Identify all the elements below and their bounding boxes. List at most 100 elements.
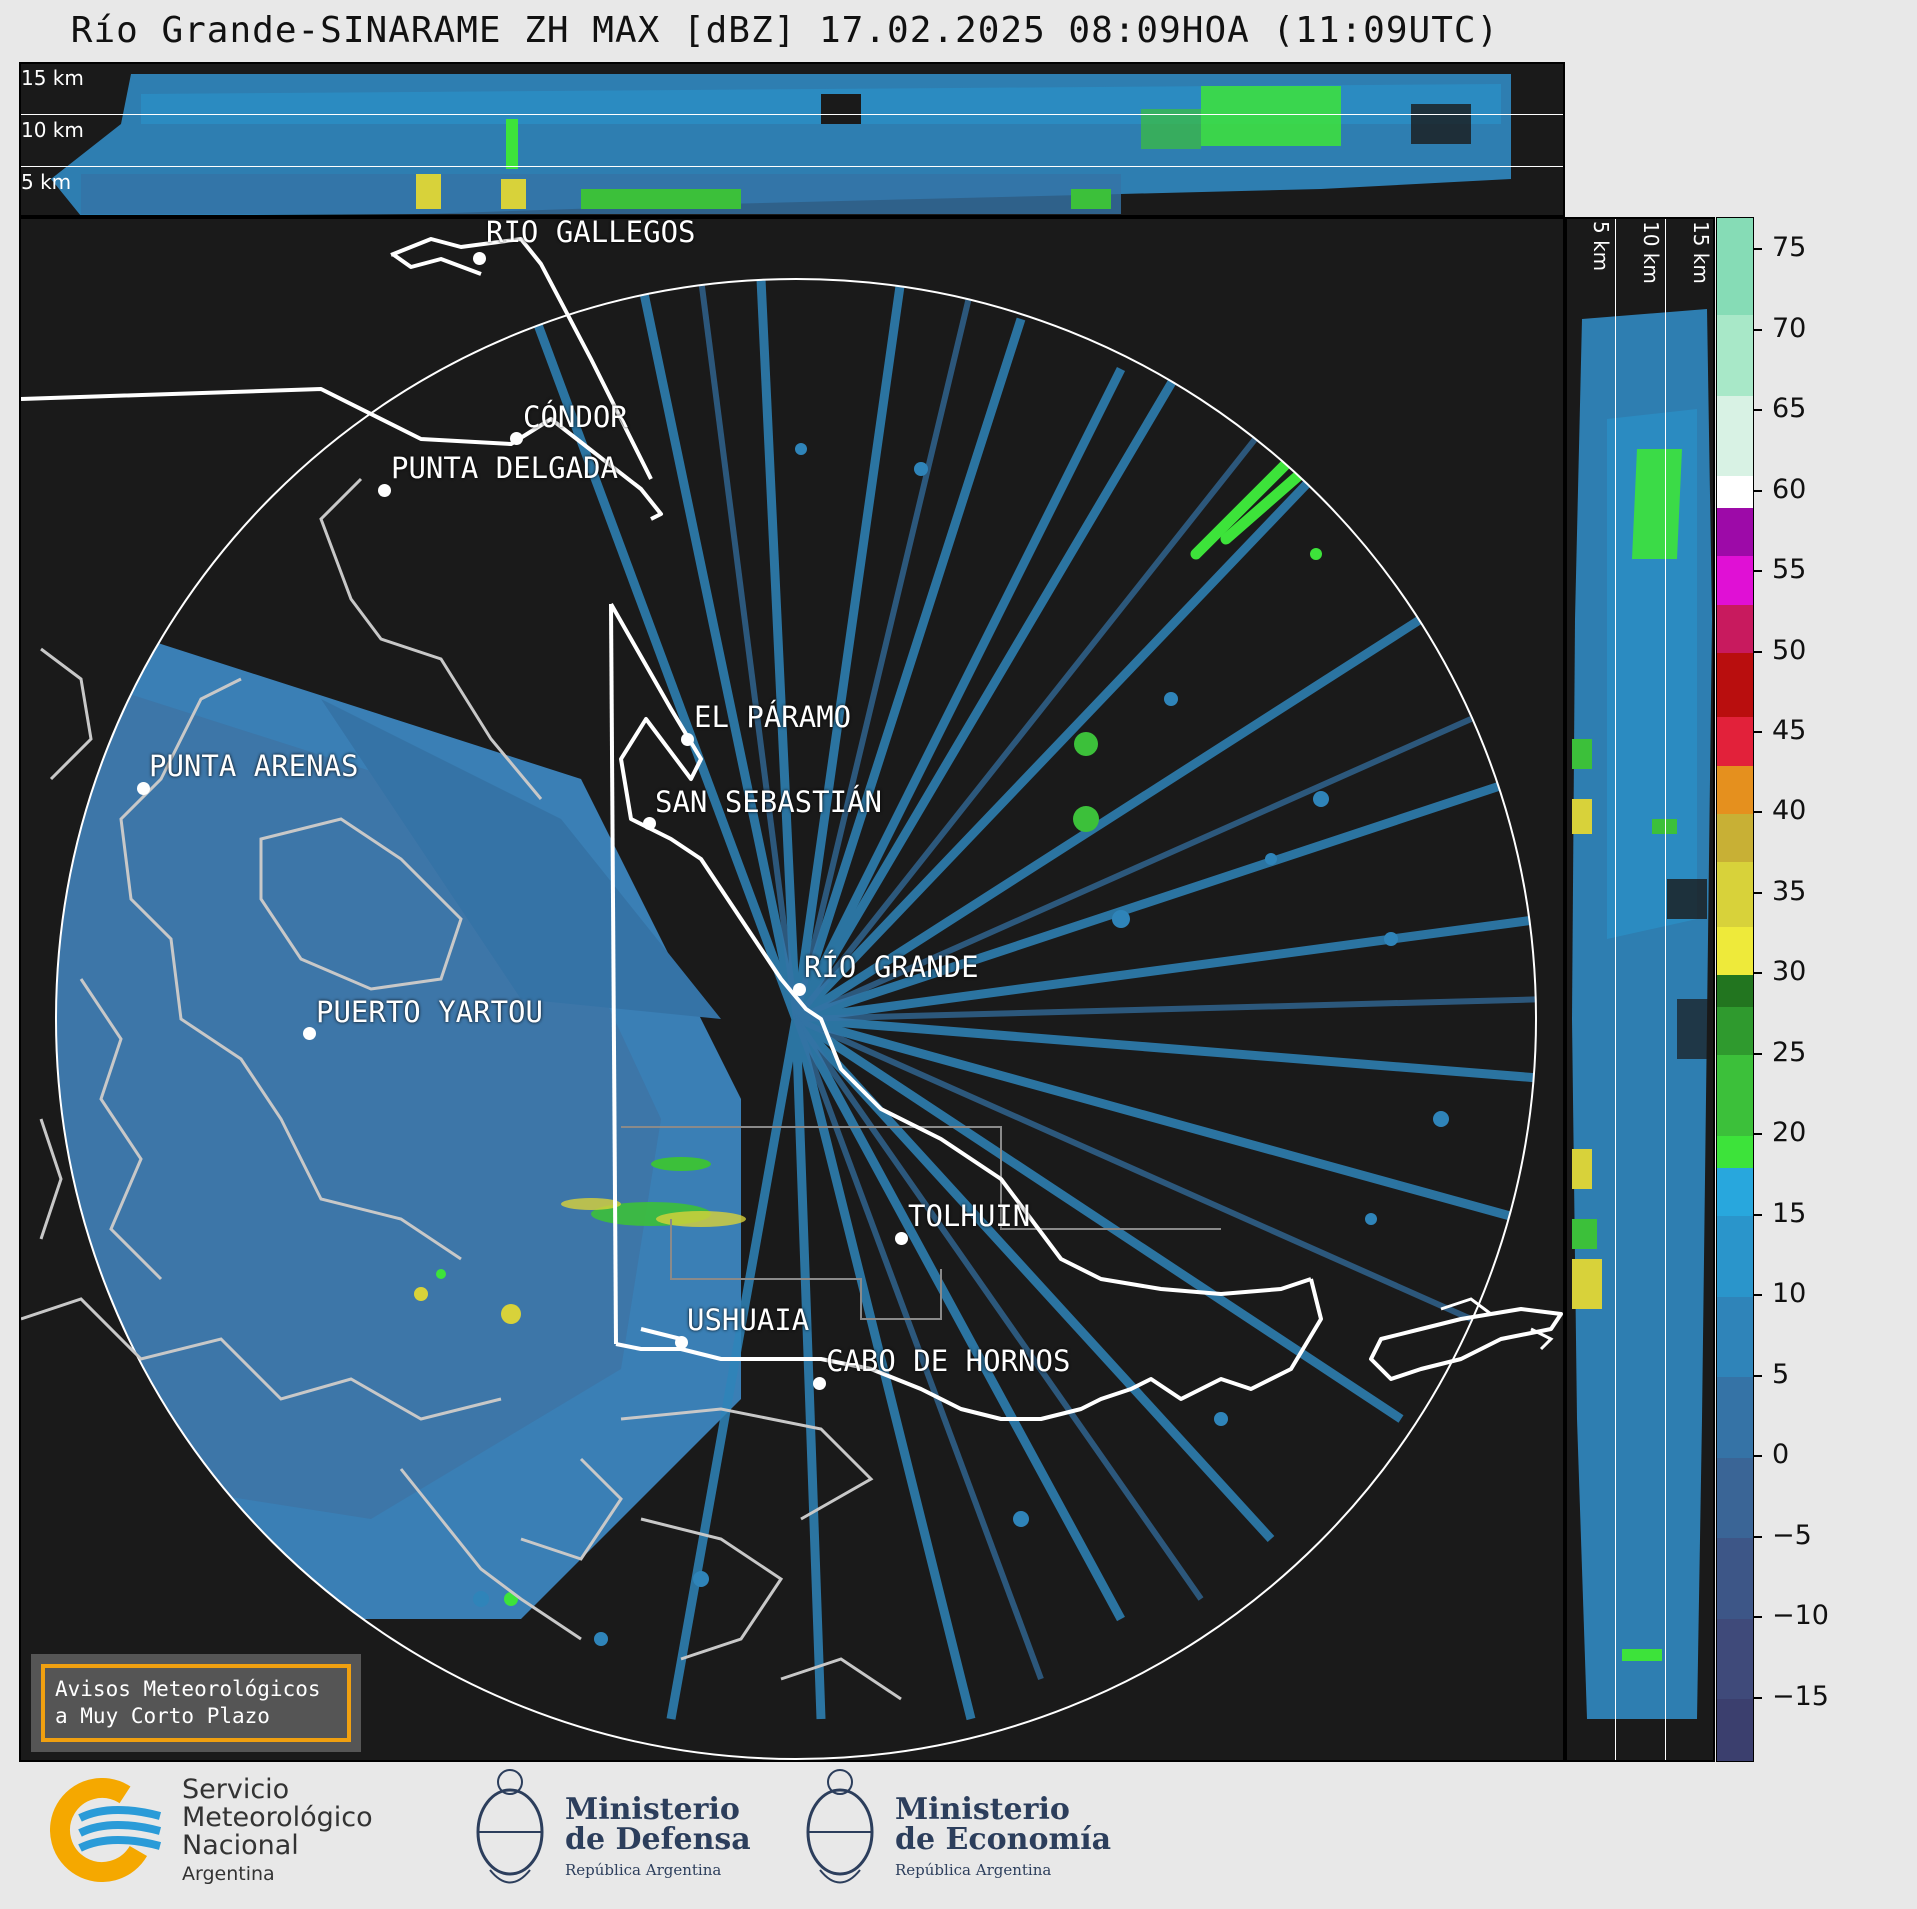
colorbar-tick (1754, 1455, 1762, 1458)
city-dot-condor (510, 432, 523, 445)
colorbar-segment (1717, 1698, 1753, 1761)
smn-line-4: Argentina (182, 1863, 275, 1885)
warning-line-1: Avisos Meteorológicos (55, 1677, 321, 1701)
city-label-rio-gallegos: RÍO GALLEGOS (486, 217, 696, 249)
defensa-line-3: República Argentina (565, 1861, 722, 1879)
colorbar-segment (1717, 1006, 1753, 1056)
colorbar-segment (1717, 1376, 1753, 1458)
colorbar-tick-label: 15 (1772, 1197, 1807, 1229)
defensa-line-1: Ministerio (565, 1792, 740, 1827)
city-label-ushuaia: USHUAIA (687, 1303, 810, 1337)
city-label-punta-delgada: PUNTA DELGADA (391, 451, 618, 485)
radar-image (21, 237, 1563, 1760)
colorbar-segment (1717, 926, 1753, 975)
colorbar-tick-label: 60 (1772, 473, 1807, 505)
page-title: Río Grande-SINARAME ZH MAX [dBZ] 17.02.2… (70, 10, 1500, 51)
defensa-line-2: de Defensa (565, 1822, 751, 1857)
colorbar-tick-label: 45 (1772, 715, 1807, 746)
colorbar-segment (1717, 1618, 1753, 1700)
top-xsec-label-10km: 10 km (21, 118, 84, 142)
colorbar-tick (1754, 489, 1762, 492)
top-xsec-label-5km: 5 km (21, 170, 72, 194)
city-dot-punta-delgada (378, 484, 391, 497)
colorbar (1716, 217, 1754, 1762)
city-dot-ushuaia (675, 1336, 688, 1349)
city-label-tolhuin: TOLHUIN (908, 1199, 1031, 1233)
colorbar-tick (1754, 409, 1762, 412)
colorbar-tick-label: 5 (1772, 1358, 1790, 1390)
colorbar-tick-label: 10 (1772, 1278, 1807, 1310)
colorbar-tick (1754, 1213, 1762, 1216)
colorbar-segment (1717, 652, 1753, 718)
city-dot-el-paramo (681, 733, 694, 746)
city-dot-san-sebastian (643, 817, 656, 830)
economia-line-2: de Economía (895, 1822, 1112, 1857)
smn-line-2: Meteorológico (182, 1802, 373, 1833)
city-dot-punta-arenas (137, 782, 150, 795)
smn-line-3: Nacional (182, 1830, 299, 1861)
city-label-punta-arenas: PUNTA ARENAS (149, 749, 359, 783)
colorbar-segment (1717, 1054, 1753, 1136)
colorbar-tick (1754, 972, 1762, 975)
city-label-puerto-yartou: PUERTO YARTOU (316, 995, 543, 1029)
colorbar-segment (1717, 555, 1753, 605)
colorbar-tick (1754, 1696, 1762, 1699)
colorbar-segment (1717, 1537, 1753, 1619)
right-xsec-label-15km: 15 km (1689, 221, 1713, 284)
right-xsec-label-5km: 5 km (1589, 221, 1613, 272)
colorbar-tick (1754, 891, 1762, 894)
top-xsec-echo (51, 74, 1511, 215)
colorbar-segment (1717, 395, 1753, 476)
colorbar-tick-label: 50 (1772, 634, 1807, 666)
economia-line-3: República Argentina (895, 1861, 1052, 1879)
colorbar-tick-label: 75 (1772, 232, 1807, 264)
colorbar-tick (1754, 1616, 1762, 1619)
top-cross-section: 15 km 10 km 5 km (19, 62, 1565, 217)
colorbar-tick (1754, 1052, 1762, 1055)
city-label-san-sebastian: SAN SEBASTIÁN (655, 785, 882, 819)
colorbar-tick (1754, 328, 1762, 331)
colorbar-tick-label: 40 (1772, 795, 1807, 827)
colorbar-tick (1754, 248, 1762, 251)
right-cross-section: 5 km 10 km 15 km (1565, 217, 1715, 1762)
city-dot-tolhuin (895, 1232, 908, 1245)
city-dot-rio-gallegos (473, 252, 486, 265)
smn-logo-icon (50, 1778, 162, 1882)
colorbar-segment (1717, 1296, 1753, 1378)
city-dot-puerto-yartou (303, 1027, 316, 1040)
colorbar-tick (1754, 1374, 1762, 1377)
city-label-rio-grande: RÍO GRANDE (804, 950, 979, 984)
radar-map[interactable]: RÍO GALLEGOS CÓNDOR PUNTA DELGADA PUNTA … (19, 217, 1565, 1762)
colorbar-tick (1754, 1535, 1762, 1538)
colorbar-segment (1717, 861, 1753, 927)
warning-banner[interactable]: Avisos Meteorológicos a Muy Corto Plazo (31, 1654, 361, 1752)
colorbar-tick (1754, 731, 1762, 733)
colorbar-tick (1754, 1294, 1762, 1297)
economia-seal-icon (806, 1769, 874, 1884)
colorbar-segment (1717, 813, 1753, 863)
colorbar-tick-label: 70 (1772, 312, 1807, 344)
colorbar-segment (1717, 1215, 1753, 1297)
right-xsec-label-10km: 10 km (1639, 221, 1663, 284)
warning-line-2: a Muy Corto Plazo (55, 1704, 270, 1728)
colorbar-segment (1717, 314, 1753, 396)
right-xsec-line-10km (1665, 219, 1666, 1760)
colorbar-tick-label: 20 (1772, 1117, 1807, 1149)
colorbar-tick-label: 65 (1772, 393, 1807, 425)
colorbar-tick (1754, 811, 1762, 814)
colorbar-tick-label: 55 (1772, 554, 1807, 586)
city-label-cabo-de-hornos: CABO DE HORNOS (826, 1344, 1071, 1378)
smn-logo-text: Servicio Meteorológico Nacional Argentin… (182, 1776, 373, 1888)
colorbar-segment (1717, 604, 1753, 654)
city-label-condor: CÓNDOR (523, 400, 628, 434)
colorbar-tick-label: −5 (1772, 1519, 1812, 1551)
colorbar-segment (1717, 218, 1753, 316)
colorbar-tick-label: 35 (1772, 875, 1807, 907)
colorbar-segment (1717, 716, 1753, 766)
warning-banner-frame: Avisos Meteorológicos a Muy Corto Plazo (41, 1664, 351, 1742)
city-dot-cabo-de-hornos (813, 1377, 826, 1390)
top-xsec-line-15km (21, 114, 1563, 115)
defensa-seal-icon (476, 1769, 544, 1884)
colorbar-tick (1754, 650, 1762, 653)
economia-logo-text: Ministerio de Economía República Argenti… (895, 1795, 1111, 1885)
